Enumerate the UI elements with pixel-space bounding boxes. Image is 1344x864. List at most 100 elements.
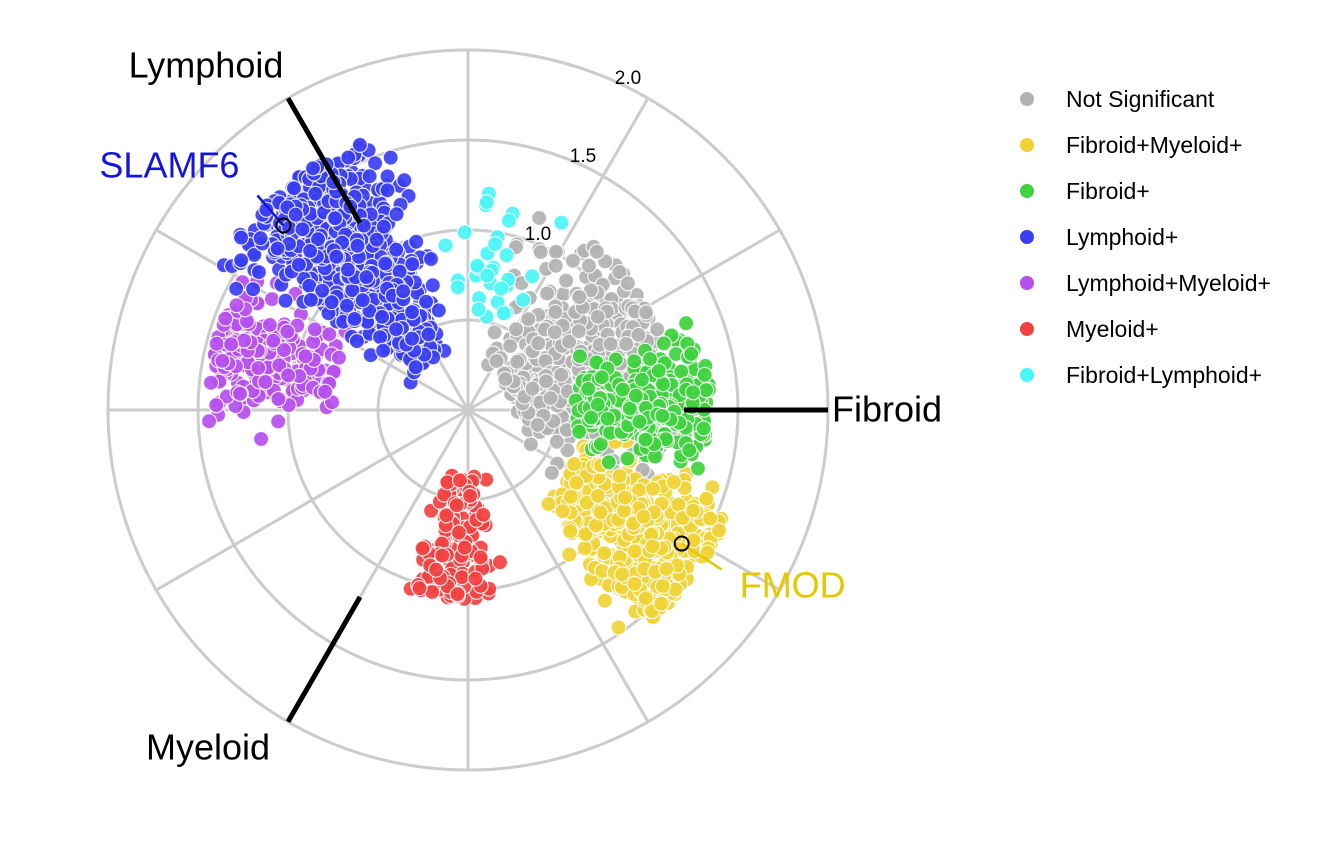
data-point: [580, 380, 597, 397]
data-point: [302, 242, 319, 260]
point-annotations: SLAMF6 FMOD: [99, 144, 845, 605]
data-point: [208, 397, 225, 414]
data-point: [589, 487, 607, 504]
radial-tick-labels: 1.0 1.5 2.0: [525, 68, 641, 245]
data-point: [420, 326, 437, 343]
data-point: [388, 206, 405, 223]
data-point: [306, 321, 323, 338]
data-point: [338, 297, 355, 314]
data-point: [472, 549, 489, 566]
data-point: [540, 495, 557, 513]
data-point: [524, 268, 541, 285]
data-point: [411, 580, 428, 597]
data-point: [619, 275, 636, 292]
data-point: [231, 385, 249, 402]
data-point: [387, 321, 405, 338]
data-point: [270, 390, 287, 408]
data-point: [547, 243, 565, 260]
data-point: [670, 496, 687, 513]
data-point: [542, 390, 559, 407]
data-point: [577, 525, 594, 543]
data-point: [491, 554, 509, 571]
data-point: [684, 502, 702, 519]
data-point: [279, 323, 296, 340]
data-point: [408, 233, 425, 250]
grid-spoke: [466, 409, 650, 723]
data-point: [537, 373, 555, 390]
data-point: [346, 310, 363, 327]
data-point: [689, 460, 707, 477]
data-point: [650, 362, 667, 379]
data-point: [317, 383, 334, 400]
data-point: [407, 359, 424, 376]
data-point: [414, 540, 431, 557]
data-point: [571, 288, 588, 306]
data-point: [450, 524, 467, 541]
data-point: [253, 430, 270, 448]
data-point: [327, 210, 344, 227]
data-point: [217, 310, 234, 327]
data-point: [287, 206, 304, 223]
data-point: [250, 264, 267, 281]
data-point: [302, 291, 319, 308]
data-point: [456, 539, 473, 556]
data-point: [701, 510, 719, 527]
data-point: [613, 566, 631, 583]
data-point: [532, 243, 549, 261]
data-point: [462, 487, 479, 504]
data-point: [451, 472, 469, 489]
data-point: [543, 464, 560, 481]
data-point: [654, 577, 672, 595]
data-point: [265, 332, 282, 349]
data-point: [498, 247, 515, 264]
data-point: [529, 416, 546, 433]
data-point: [422, 250, 440, 268]
data-point: [554, 503, 571, 520]
legend-label: Lymphoid+Myeloid+: [1066, 269, 1271, 296]
data-point: [368, 231, 385, 248]
legend-item: Fibroid+Lymphoid+: [1008, 352, 1271, 398]
data-point: [358, 269, 375, 286]
data-point: [377, 255, 394, 272]
data-point: [546, 324, 563, 341]
legend-marker: [1020, 276, 1034, 290]
axis-label-fibroid: Fibroid: [832, 389, 942, 430]
data-point: [470, 301, 487, 318]
legend-marker: [1020, 368, 1034, 382]
data-point: [635, 508, 652, 525]
data-point: [479, 267, 496, 284]
annotation-label-fmod: FMOD: [740, 565, 846, 606]
data-point: [351, 136, 368, 153]
data-point: [307, 185, 324, 202]
data-point: [448, 497, 465, 514]
data-point: [576, 539, 593, 557]
data-point: [424, 277, 441, 294]
data-point: [375, 342, 392, 359]
legend-label: Fibroid+: [1066, 177, 1150, 204]
data-point: [269, 240, 286, 257]
data-point: [561, 546, 578, 563]
data-point: [354, 292, 371, 309]
series-fibroidpos: [567, 315, 718, 477]
data-point: [395, 283, 412, 300]
series-lymphoidposmyeloidpos: [201, 273, 354, 448]
data-point: [314, 282, 331, 299]
legend-item: Not Significant: [1008, 76, 1271, 122]
data-point: [340, 149, 357, 166]
legend-marker: [1020, 92, 1034, 106]
data-point: [418, 293, 435, 310]
data-point: [404, 256, 421, 273]
data-point: [633, 371, 651, 388]
data-point: [654, 407, 671, 424]
data-point: [233, 229, 250, 246]
data-point: [588, 243, 605, 260]
data-point: [564, 252, 582, 269]
data-point: [710, 522, 728, 539]
data-point: [698, 490, 715, 507]
legend-item: Fibroid+: [1008, 168, 1271, 214]
data-point: [391, 263, 408, 280]
data-point: [201, 413, 218, 430]
data-point: [600, 454, 617, 471]
data-point: [553, 214, 570, 231]
data-point: [258, 201, 275, 218]
